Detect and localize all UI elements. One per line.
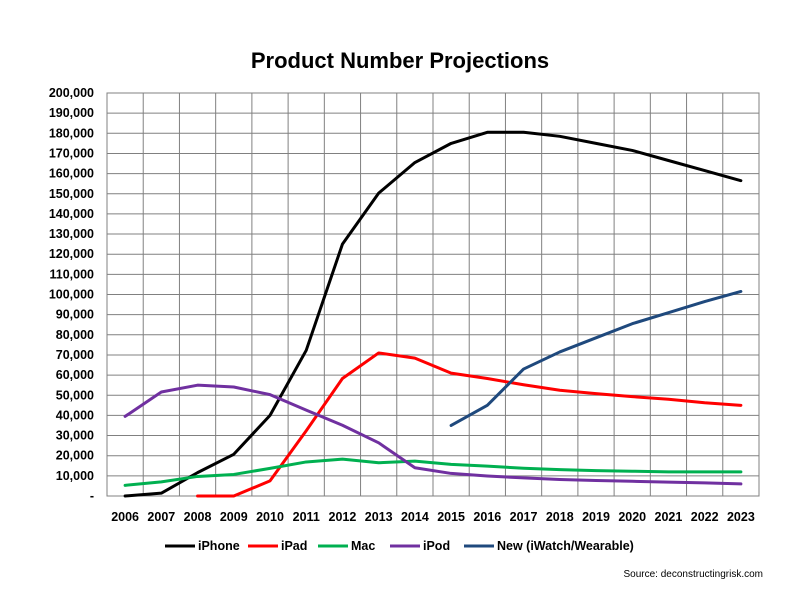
x-tick-label: 2008	[184, 510, 212, 524]
y-tick-label: 50,000	[56, 388, 94, 402]
x-tick-label: 2016	[473, 510, 501, 524]
x-tick-label: 2023	[727, 510, 755, 524]
series-line-iphone	[123, 130, 743, 498]
x-tick-label: 2019	[582, 510, 610, 524]
legend-label-ipod: iPod	[423, 539, 450, 553]
source-note: Source: deconstructingrisk.com	[623, 569, 763, 580]
y-tick-label: 40,000	[56, 408, 94, 422]
series-line-mac	[123, 457, 743, 487]
legend-label-ipad: iPad	[281, 539, 307, 553]
x-axis: 2006 2007 2008 2009 2010 2011 2012 2013 2014 2015…	[111, 510, 755, 524]
legend: iPhone iPad Mac iPod New (iWatch/Wearable)	[165, 539, 634, 553]
y-tick-label: 60,000	[56, 368, 94, 382]
y-tick-label: 200,000	[49, 86, 94, 100]
x-tick-label: 2021	[655, 510, 683, 524]
y-tick-label: 110,000	[50, 267, 95, 281]
x-tick-label: 2017	[510, 510, 538, 524]
series-line-new-iwatch-wearable	[449, 289, 743, 427]
chart-title: Product Number Projections	[251, 48, 549, 73]
x-tick-label: 2010	[256, 510, 284, 524]
y-tick-label: 20,000	[56, 449, 94, 463]
plot-area	[106, 92, 760, 497]
y-tick-label: 160,000	[49, 167, 94, 181]
x-tick-label: 2013	[365, 510, 393, 524]
x-tick-label: 2006	[111, 510, 139, 524]
x-tick-label: 2011	[293, 510, 320, 524]
y-tick-label: 180,000	[49, 126, 94, 140]
y-tick-label: 170,000	[49, 146, 94, 160]
series-group	[123, 130, 743, 498]
legend-label-mac: Mac	[351, 539, 375, 553]
legend-label-new-iwatch-wearable: New (iWatch/Wearable)	[497, 539, 634, 553]
x-tick-label: 2015	[437, 510, 465, 524]
y-tick-label: 140,000	[49, 207, 94, 221]
x-tick-label: 2007	[147, 510, 175, 524]
y-tick-label: 80,000	[56, 328, 94, 342]
y-tick-label: 100,000	[49, 288, 94, 302]
series-line-ipad	[196, 351, 743, 498]
x-tick-label: 2009	[220, 510, 248, 524]
series-line-ipod	[123, 383, 743, 486]
y-tick-label: 190,000	[49, 106, 94, 120]
legend-label-iphone: iPhone	[198, 539, 240, 553]
x-tick-label: 2012	[329, 510, 357, 524]
y-tick-label: 30,000	[56, 429, 94, 443]
y-tick-label: 150,000	[49, 187, 94, 201]
y-axis: - 10,000 20,000 30,000 40,000 50,000 60,000 70,…	[49, 86, 94, 503]
x-tick-label: 2022	[691, 510, 719, 524]
y-tick-label: 120,000	[49, 247, 94, 261]
y-tick-label: -	[90, 489, 94, 503]
x-tick-label: 2014	[401, 510, 429, 524]
y-tick-label: 130,000	[49, 227, 94, 241]
y-tick-label: 70,000	[56, 348, 94, 362]
x-tick-label: 2020	[618, 510, 646, 524]
x-tick-label: 2018	[546, 510, 574, 524]
y-tick-label: 10,000	[56, 469, 94, 483]
y-tick-label: 90,000	[56, 308, 94, 322]
